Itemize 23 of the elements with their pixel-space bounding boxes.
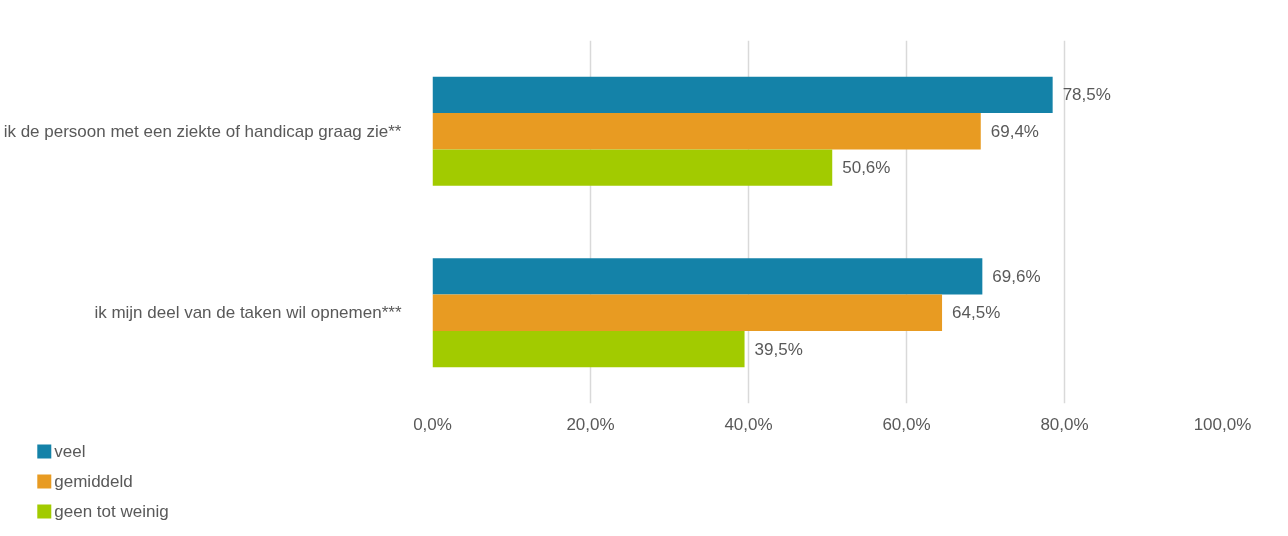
bar <box>432 149 833 186</box>
bar <box>432 113 981 150</box>
x-tick-label: 60,0% <box>882 414 931 434</box>
data-label: 39,5% <box>754 339 803 359</box>
bar <box>432 76 1053 114</box>
x-tick-label: 40,0% <box>724 414 773 434</box>
y-tick-label: ik mijn deel van de taken wil opnemen*** <box>94 303 402 323</box>
legend-label: veel <box>54 442 86 461</box>
legend-label: gemiddeld <box>54 472 133 491</box>
data-label: 69,4% <box>990 121 1039 141</box>
y-tick-label: ik de persoon met een ziekte of handicap graag zie** <box>3 121 402 141</box>
bar <box>432 330 745 368</box>
bar <box>432 294 943 331</box>
data-label: 64,5% <box>952 303 1001 323</box>
bar <box>432 258 983 295</box>
x-tick-label: 80,0% <box>1040 414 1089 434</box>
data-label: 78,5% <box>1062 85 1111 105</box>
legend-label: geen tot weinig <box>54 502 169 521</box>
x-tick-label: 0,0% <box>413 414 452 434</box>
data-label: 69,6% <box>992 266 1041 286</box>
data-label: 50,6% <box>842 158 891 178</box>
x-tick-label: 20,0% <box>566 414 615 434</box>
x-tick-label: 100,0% <box>1193 414 1252 434</box>
